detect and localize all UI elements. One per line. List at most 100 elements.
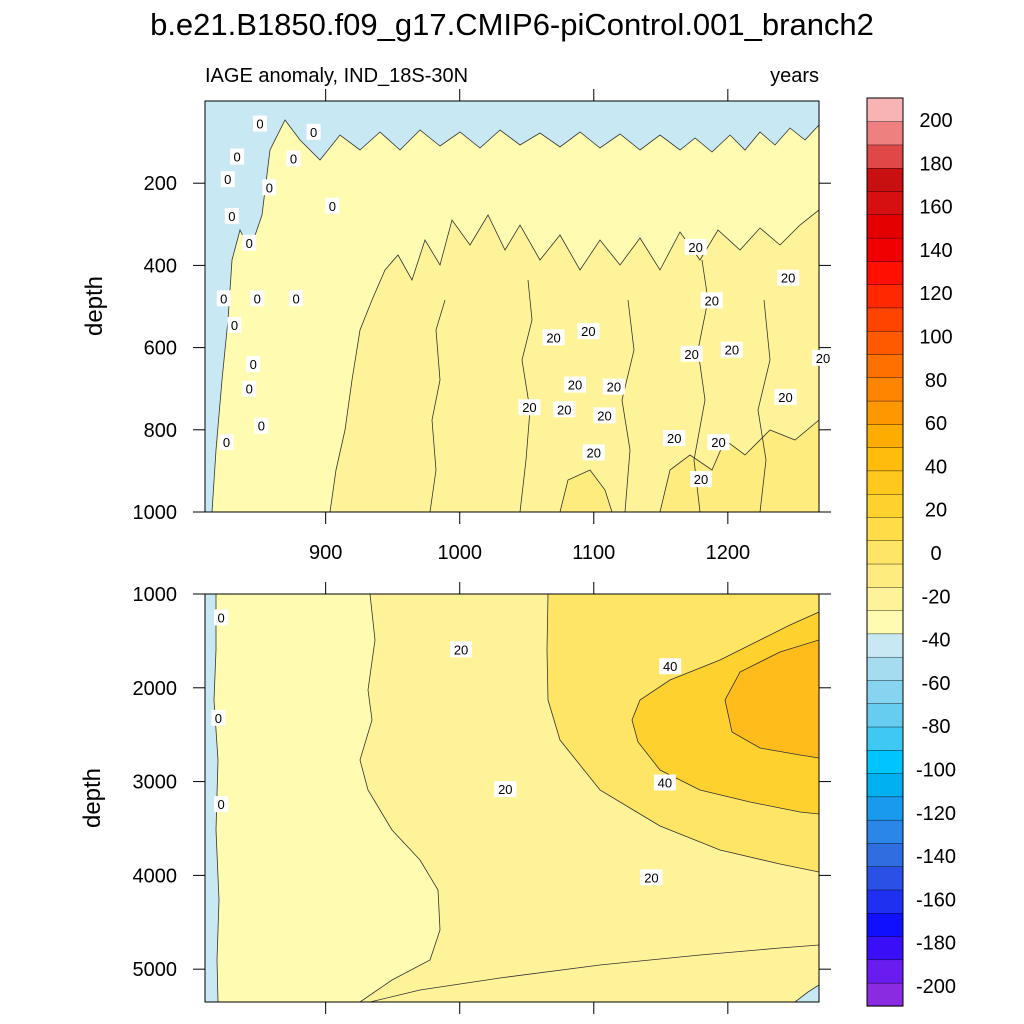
colorbar-swatch bbox=[866, 167, 904, 192]
upper-fill-negative bbox=[205, 101, 819, 512]
x-axis: 900 1000 1100 1200 bbox=[309, 89, 750, 1014]
colorbar-tick-label: 40 bbox=[925, 456, 947, 478]
contour-label-box bbox=[306, 123, 321, 140]
contour-label: 20 bbox=[688, 240, 702, 255]
colorbar-swatch bbox=[866, 796, 904, 821]
contour-label-box bbox=[593, 407, 616, 424]
colorbar-swatch bbox=[866, 353, 904, 378]
lower-y-axis-title: depth bbox=[79, 768, 106, 828]
colorbar-tick-label: 120 bbox=[919, 283, 952, 305]
contour-label-box bbox=[602, 378, 625, 395]
colorbar-swatch bbox=[866, 959, 904, 984]
colorbar-swatch bbox=[866, 121, 904, 146]
contour-label-box bbox=[564, 376, 587, 393]
contour-label: 20 bbox=[498, 782, 512, 797]
colorbar-swatch bbox=[866, 679, 904, 704]
y-tick-label: 3000 bbox=[133, 772, 178, 794]
contour-label: 0 bbox=[228, 209, 235, 224]
contour-label-box bbox=[286, 150, 301, 167]
lower-fill-80-100 bbox=[725, 640, 819, 758]
contour-label: 0 bbox=[256, 117, 263, 132]
y-tick-label: 200 bbox=[144, 173, 177, 195]
contour-label: 20 bbox=[546, 330, 560, 345]
y-tick-label: 400 bbox=[144, 255, 177, 277]
contour-label-box bbox=[325, 197, 340, 214]
colorbar-tick-label: -20 bbox=[922, 586, 951, 608]
colorbar-tick-label: 160 bbox=[919, 197, 952, 219]
contour-label-box bbox=[262, 179, 277, 196]
contour-label: 0 bbox=[266, 180, 273, 195]
colorbar-swatch bbox=[866, 912, 904, 937]
contour-label-box bbox=[494, 781, 517, 798]
contour-label-box bbox=[224, 208, 239, 225]
contour-label: 0 bbox=[217, 797, 224, 812]
colorbar-swatch bbox=[866, 214, 904, 239]
contour-label-box bbox=[450, 641, 473, 658]
colorbar-tick-label: 180 bbox=[919, 153, 952, 175]
upper-y-axis-title: depth bbox=[81, 276, 108, 336]
contour-label-box bbox=[214, 796, 229, 813]
colorbar-swatch bbox=[866, 423, 904, 448]
lower-fill bbox=[205, 594, 819, 1002]
contour-label: 40 bbox=[658, 776, 672, 791]
colorbar-swatch bbox=[866, 330, 904, 355]
contour-label: 20 bbox=[684, 347, 698, 362]
colorbar-swatch bbox=[866, 493, 904, 518]
contour-label-box bbox=[246, 356, 261, 373]
colorbar-tick-label: -160 bbox=[916, 889, 956, 911]
contour-label-box bbox=[582, 444, 605, 461]
colorbar-swatch bbox=[866, 633, 904, 658]
y-tick-label: 5000 bbox=[133, 959, 178, 981]
contour-label-box bbox=[812, 349, 835, 366]
contour-label: 40 bbox=[663, 659, 677, 674]
colorbar-tick-label: -200 bbox=[916, 976, 956, 998]
colorbar-swatch bbox=[866, 540, 904, 565]
lower-contour-lines bbox=[213, 594, 819, 1002]
colorbar-tick-label: 0 bbox=[930, 543, 941, 565]
contour-label: 0 bbox=[254, 291, 261, 306]
contour-label: 20 bbox=[778, 390, 792, 405]
contour-label: 20 bbox=[816, 351, 830, 366]
contour-label: 20 bbox=[711, 435, 725, 450]
colorbar-tick-label: -60 bbox=[922, 673, 951, 695]
contour-label: 20 bbox=[694, 472, 708, 487]
upper-fill-deep-patch bbox=[660, 420, 819, 512]
contour-label-box bbox=[542, 329, 565, 346]
lower-fill-deep-light bbox=[370, 945, 819, 1002]
contour-label-box bbox=[774, 388, 797, 405]
x-tick-label: 1000 bbox=[437, 542, 482, 564]
contour-label-box bbox=[227, 316, 242, 333]
contour-label-box bbox=[252, 115, 267, 132]
colorbar-swatch bbox=[866, 470, 904, 495]
contour-label-box bbox=[653, 774, 676, 791]
colorbar-swatch bbox=[866, 237, 904, 262]
contour-label: 0 bbox=[215, 711, 222, 726]
contour-label: 20 bbox=[587, 445, 601, 460]
colorbar-swatch bbox=[866, 190, 904, 216]
upper-frame bbox=[204, 100, 820, 513]
colorbar-swatch bbox=[866, 97, 904, 122]
contour-label: 20 bbox=[725, 343, 739, 358]
colorbar-tick-label: -80 bbox=[922, 716, 951, 738]
contour-label: 20 bbox=[581, 324, 595, 339]
contour-label: 0 bbox=[220, 291, 227, 306]
colorbar-swatch bbox=[866, 819, 904, 844]
contour-label: 0 bbox=[231, 318, 238, 333]
contour-label-box bbox=[289, 290, 304, 307]
colorbar-tick-label: 20 bbox=[925, 500, 947, 522]
right-subtitle: years bbox=[770, 65, 819, 87]
contour-label: 0 bbox=[250, 357, 257, 372]
contour-label-box bbox=[216, 290, 231, 307]
contour-label-box bbox=[707, 434, 730, 451]
contour-label: 0 bbox=[224, 172, 231, 187]
lower-fill-negative bbox=[205, 594, 219, 1002]
y-tick-label: 1000 bbox=[133, 584, 178, 606]
y-tick-label: 600 bbox=[144, 338, 177, 360]
colorbar-swatch bbox=[866, 703, 904, 728]
contour-label-box bbox=[254, 417, 269, 434]
colorbar-tick-label: 100 bbox=[919, 327, 952, 349]
contour-label-box bbox=[220, 171, 235, 188]
y-tick-label: 800 bbox=[144, 420, 177, 442]
